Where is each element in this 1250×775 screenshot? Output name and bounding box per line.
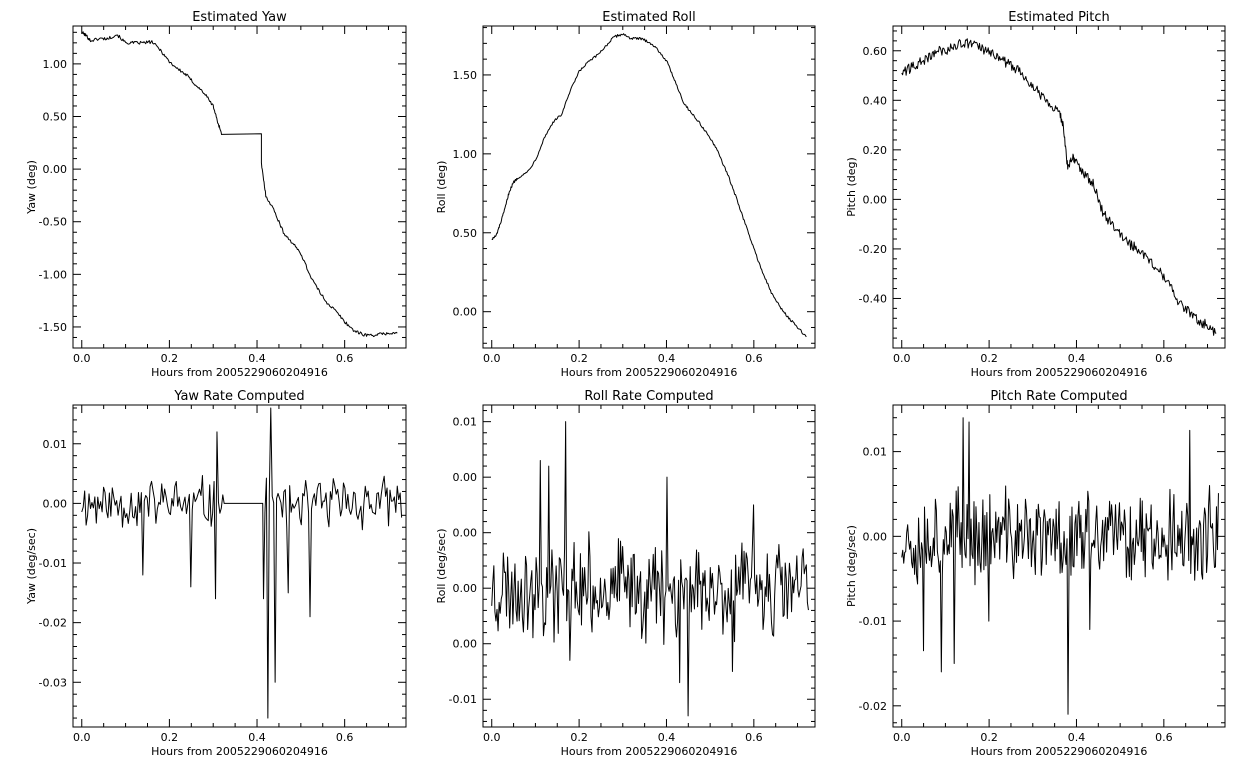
- y-tick-label: -0.02: [39, 617, 67, 630]
- chart-pitch: Estimated Pitch Hours from 20052290602049…: [845, 10, 1226, 379]
- x-tick-label: 0.0: [73, 731, 91, 744]
- x-axis-label: Hours from 2005229060204916: [151, 366, 328, 379]
- chart-title: Pitch Rate Computed: [990, 389, 1127, 404]
- y-tick-label: 0.00: [453, 582, 478, 595]
- y-tick-label: 0.01: [863, 446, 888, 459]
- y-tick-label: -0.01: [859, 615, 887, 628]
- plot-frame: [72, 25, 407, 349]
- y-tick-label: -0.40: [859, 292, 887, 305]
- chart-yaw: Estimated Yaw Hours from 2005229060204916…: [25, 10, 407, 379]
- plot-frame: [72, 404, 407, 728]
- x-tick-label: 0.0: [483, 731, 501, 744]
- y-tick-label: 0.00: [863, 530, 888, 543]
- x-tick-label: 0.2: [980, 352, 998, 365]
- y-tick-label: -0.03: [39, 676, 67, 689]
- series-line-pitch-0: [901, 38, 1217, 336]
- x-tick-label: 0.6: [1155, 731, 1173, 744]
- plot-frame: [892, 404, 1226, 728]
- x-tick-label: 0.4: [248, 731, 266, 744]
- y-tick-label: 0.01: [453, 416, 478, 429]
- series-line-roll-0: [491, 33, 807, 338]
- y-tick-label: -1.50: [39, 321, 67, 334]
- y-tick-label: 0.01: [43, 438, 68, 451]
- y-tick-label: 0.00: [43, 497, 68, 510]
- x-tick-label: 0.6: [336, 352, 354, 365]
- x-tick-label: 0.0: [73, 352, 91, 365]
- y-tick-label: -0.01: [39, 557, 67, 570]
- y-tick-label: 0.40: [863, 94, 888, 107]
- x-axis-label: Hours from 2005229060204916: [151, 745, 328, 758]
- series-line-yaw-0: [81, 31, 398, 338]
- x-axis-label: Hours from 2005229060204916: [561, 745, 738, 758]
- chart-roll-rate: Roll Rate Computed Hours from 20052290602…: [435, 389, 816, 758]
- y-tick-label: 1.00: [453, 148, 478, 161]
- y-tick-label: 0.00: [863, 193, 888, 206]
- y-tick-label: -0.20: [859, 243, 887, 256]
- y-tick-label: 0.50: [43, 110, 68, 123]
- plot-frame: [892, 25, 1226, 349]
- x-tick-label: 0.2: [570, 731, 588, 744]
- y-axis-label: Roll (deg/sec): [435, 528, 448, 603]
- x-axis-label: Hours from 2005229060204916: [971, 366, 1148, 379]
- x-tick-label: 0.2: [980, 731, 998, 744]
- chart-title: Estimated Pitch: [1008, 10, 1109, 25]
- y-tick-label: 0.00: [453, 471, 478, 484]
- chart-title: Roll Rate Computed: [584, 389, 713, 404]
- y-axis-label: Yaw (deg): [25, 160, 38, 215]
- x-tick-label: 0.4: [248, 352, 266, 365]
- y-tick-label: 0.50: [453, 227, 478, 240]
- y-tick-label: 0.00: [453, 638, 478, 651]
- x-tick-label: 0.2: [570, 352, 588, 365]
- y-axis-label: Roll (deg): [435, 161, 448, 214]
- y-tick-label: 0.20: [863, 144, 888, 157]
- y-tick-label: 1.50: [453, 69, 478, 82]
- y-tick-label: -1.00: [39, 268, 67, 281]
- x-tick-label: 0.2: [161, 352, 179, 365]
- x-tick-label: 0.4: [658, 352, 676, 365]
- y-tick-label: 0.00: [453, 306, 478, 319]
- series-line-roll-rate-0: [491, 421, 809, 717]
- chart-title: Estimated Yaw: [192, 10, 287, 25]
- y-tick-label: 1.00: [43, 58, 68, 71]
- plot-frame: [482, 25, 816, 349]
- x-axis-label: Hours from 2005229060204916: [971, 745, 1148, 758]
- y-tick-label: 0.00: [453, 527, 478, 540]
- y-tick-label: 0.60: [863, 45, 888, 58]
- y-tick-label: -0.01: [449, 693, 477, 706]
- x-tick-label: 0.6: [745, 731, 763, 744]
- x-tick-label: 0.6: [1155, 352, 1173, 365]
- x-tick-label: 0.6: [336, 731, 354, 744]
- x-tick-label: 0.2: [161, 731, 179, 744]
- y-axis-label: Pitch (deg): [845, 157, 858, 217]
- x-tick-label: 0.0: [893, 352, 911, 365]
- y-axis-label: Pitch (deg/sec): [845, 525, 858, 607]
- series-line-pitch-rate-0: [901, 417, 1219, 715]
- x-tick-label: 0.0: [483, 352, 501, 365]
- y-tick-label: -0.50: [39, 216, 67, 229]
- chart-yaw-rate: Yaw Rate Computed Hours from 200522906020…: [25, 389, 407, 758]
- chart-title: Yaw Rate Computed: [173, 389, 304, 404]
- x-tick-label: 0.6: [745, 352, 763, 365]
- y-tick-label: 0.00: [43, 163, 68, 176]
- x-axis-label: Hours from 2005229060204916: [561, 366, 738, 379]
- chart-pitch-rate: Pitch Rate Computed Hours from 2005229060…: [845, 389, 1226, 758]
- y-axis-label: Yaw (deg/sec): [25, 528, 38, 605]
- x-tick-label: 0.4: [1068, 731, 1086, 744]
- chart-title: Estimated Roll: [602, 10, 695, 25]
- x-tick-label: 0.4: [658, 731, 676, 744]
- series-line-yaw-rate-0: [81, 407, 403, 719]
- y-tick-label: -0.02: [859, 700, 887, 713]
- x-tick-label: 0.0: [893, 731, 911, 744]
- chart-roll: Estimated Roll Hours from 200522906020491…: [435, 10, 816, 379]
- x-tick-label: 0.4: [1068, 352, 1086, 365]
